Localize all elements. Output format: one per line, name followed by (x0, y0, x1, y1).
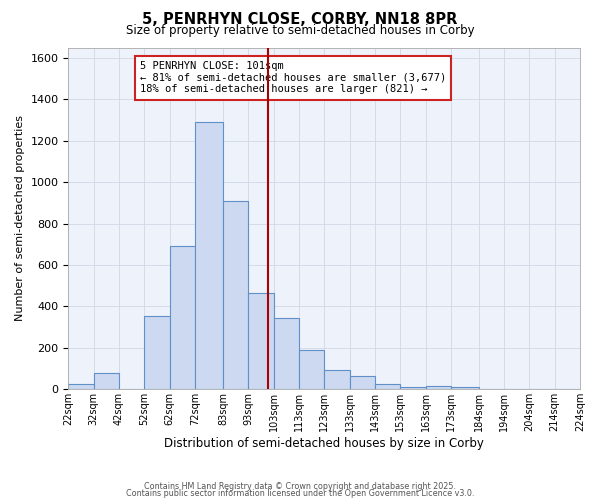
Text: 5 PENRHYN CLOSE: 101sqm
← 81% of semi-detached houses are smaller (3,677)
18% of: 5 PENRHYN CLOSE: 101sqm ← 81% of semi-de… (140, 61, 446, 94)
Text: 5, PENRHYN CLOSE, CORBY, NN18 8PR: 5, PENRHYN CLOSE, CORBY, NN18 8PR (142, 12, 458, 28)
Bar (195, 122, 223, 390)
Y-axis label: Number of semi-detached properties: Number of semi-detached properties (15, 116, 25, 322)
Bar (94, 372, 119, 390)
Text: Contains HM Land Registry data © Crown copyright and database right 2025.: Contains HM Land Registry data © Crown c… (144, 482, 456, 491)
Text: Contains public sector information licensed under the Open Government Licence v3: Contains public sector information licen… (126, 489, 474, 498)
Text: Size of property relative to semi-detached houses in Corby: Size of property relative to semi-detach… (125, 24, 475, 37)
Bar (400, 387, 425, 390)
Bar (170, 246, 195, 390)
Bar (223, 201, 248, 390)
Bar (425, 386, 451, 390)
Bar (451, 387, 479, 390)
Bar (350, 376, 375, 390)
Bar (68, 384, 94, 390)
Bar (299, 350, 324, 390)
X-axis label: Distribution of semi-detached houses by size in Corby: Distribution of semi-detached houses by … (164, 437, 484, 450)
Bar (248, 293, 274, 390)
Bar (324, 370, 350, 390)
Bar (375, 384, 400, 390)
Bar (145, 316, 170, 390)
Bar (274, 318, 299, 390)
